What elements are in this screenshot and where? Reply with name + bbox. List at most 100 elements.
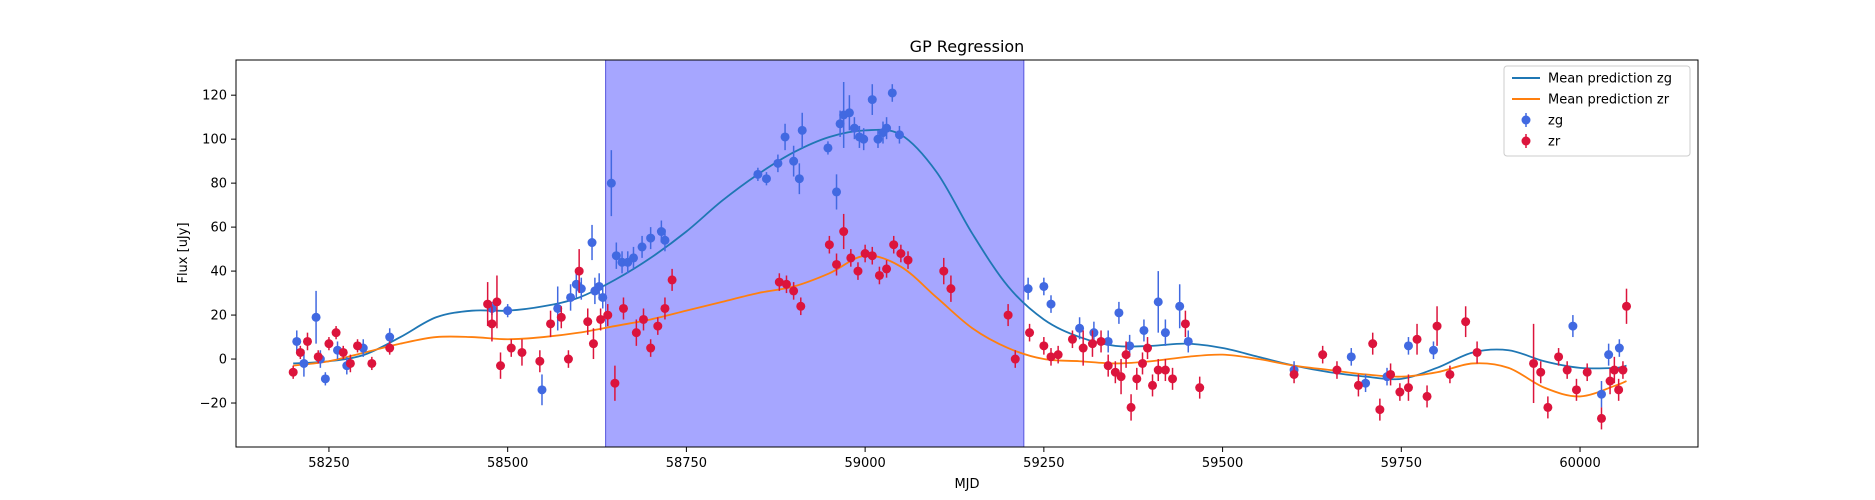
series-line-0 <box>293 128 1627 381</box>
point-marker <box>553 303 563 313</box>
data-point <box>1622 288 1632 324</box>
data-point <box>1543 396 1553 419</box>
shaded-region-layer <box>605 59 1025 448</box>
point-marker <box>1125 341 1135 351</box>
point-marker <box>667 275 677 285</box>
data-point <box>1609 356 1619 384</box>
point-marker <box>563 354 573 364</box>
point-marker <box>496 361 506 371</box>
point-marker <box>1536 367 1546 377</box>
data-point <box>506 339 516 357</box>
point-marker <box>774 277 784 287</box>
point-marker <box>839 227 849 237</box>
point-marker <box>492 297 502 307</box>
point-marker <box>506 343 516 353</box>
data-point <box>1289 365 1299 384</box>
data-point <box>563 350 573 368</box>
data-point <box>903 251 913 269</box>
data-point <box>823 141 833 155</box>
data-point <box>587 224 597 261</box>
point-marker <box>1622 301 1632 311</box>
data-point <box>311 290 321 344</box>
point-marker <box>299 358 309 368</box>
data-point <box>603 304 613 327</box>
data-point <box>1010 350 1020 368</box>
x-tick-label: 59250 <box>1023 456 1064 471</box>
data-point <box>1412 323 1422 355</box>
plot-area-frame <box>235 59 1699 448</box>
data-point <box>553 286 563 331</box>
data-point <box>1114 301 1124 324</box>
legend-marker-swatch <box>1521 115 1531 125</box>
point-marker <box>288 367 298 377</box>
point-marker <box>556 312 566 322</box>
point-marker <box>1067 334 1077 344</box>
data-point <box>331 326 341 340</box>
legend-entry: Mean prediction zg <box>1512 72 1672 87</box>
point-marker <box>797 125 807 135</box>
y-tick-label: 40 <box>210 265 227 280</box>
point-marker <box>1023 284 1033 294</box>
data-point <box>781 275 791 294</box>
y-axis-label: Flux [uJy] <box>176 222 191 283</box>
data-point <box>1025 323 1035 342</box>
point-marker <box>1039 281 1049 291</box>
data-point <box>1318 345 1328 364</box>
data-point <box>1067 330 1077 349</box>
point-marker <box>1168 374 1178 384</box>
point-marker <box>1180 319 1190 329</box>
data-point <box>1039 277 1049 296</box>
y-tick-label: 100 <box>202 133 227 148</box>
data-point <box>860 244 870 263</box>
point-marker <box>1461 317 1471 327</box>
point-marker <box>660 235 670 245</box>
point-marker <box>576 284 586 294</box>
point-marker <box>1160 328 1170 338</box>
point-marker <box>1346 352 1356 362</box>
point-marker <box>1571 385 1581 395</box>
point-marker <box>1403 383 1413 393</box>
point-marker <box>483 299 493 309</box>
data-point <box>1183 330 1193 353</box>
data-point <box>1432 306 1442 346</box>
data-point <box>653 317 663 335</box>
point-marker <box>660 303 670 313</box>
legend-entry: zr <box>1521 134 1561 150</box>
data-point <box>618 297 628 320</box>
y-tick-label: −20 <box>200 397 227 412</box>
point-marker <box>860 249 870 258</box>
point-marker <box>1353 380 1363 390</box>
data-point <box>1175 284 1185 329</box>
data-point <box>1046 348 1056 366</box>
point-marker <box>1609 365 1619 375</box>
point-marker <box>1332 365 1342 375</box>
point-marker <box>1428 345 1438 355</box>
point-marker <box>1596 389 1606 399</box>
data-point <box>1103 330 1113 353</box>
data-point <box>574 249 584 294</box>
point-marker <box>1116 372 1126 382</box>
data-point <box>1368 332 1378 355</box>
point-marker <box>946 284 956 294</box>
point-marker <box>1121 350 1131 360</box>
point-marker <box>1368 339 1378 349</box>
point-marker <box>292 336 302 346</box>
data-point <box>1153 359 1163 382</box>
data-point <box>939 257 949 285</box>
legend-entry: Mean prediction zr <box>1512 93 1670 108</box>
y-tick-label: 80 <box>210 177 227 192</box>
data-point <box>646 339 656 357</box>
data-point <box>660 297 670 320</box>
data-point <box>611 242 621 269</box>
data-point <box>324 337 334 351</box>
point-marker <box>574 266 584 276</box>
point-marker <box>598 292 608 302</box>
data-point <box>794 163 804 195</box>
point-marker <box>295 347 305 357</box>
point-marker <box>753 169 763 179</box>
data-point <box>302 332 312 351</box>
data-point <box>606 150 616 217</box>
y-tick-label: 20 <box>210 309 227 324</box>
point-marker <box>1568 321 1578 331</box>
point-marker <box>628 253 638 263</box>
